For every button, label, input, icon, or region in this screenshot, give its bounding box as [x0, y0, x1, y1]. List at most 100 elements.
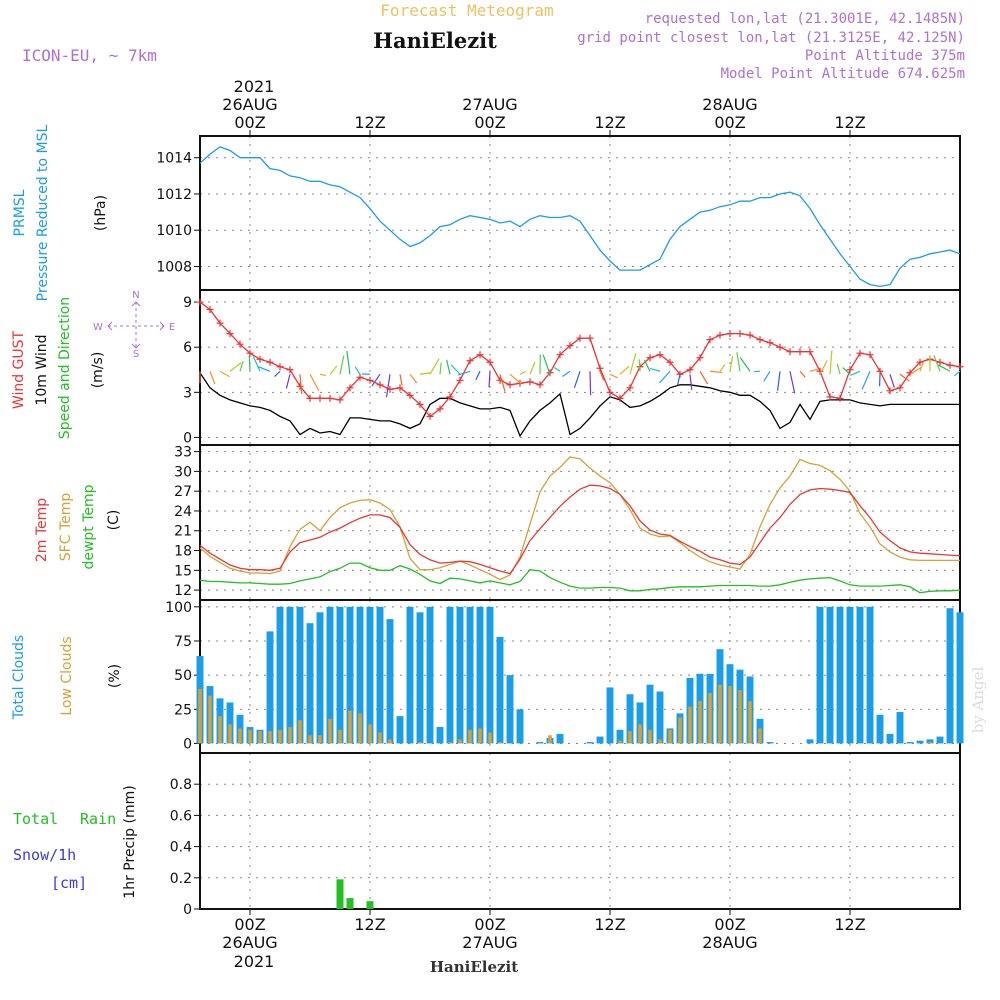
temp-labels: 2m Temp SFC Temp dewpt Temp (C): [34, 484, 122, 569]
gust-marker: [626, 384, 634, 392]
gust-marker: [376, 381, 384, 389]
compass-s-label: S: [133, 349, 139, 360]
panel-frame: [199, 289, 961, 446]
total-cloud-bar: [366, 606, 374, 744]
bottom-axis-time-label: 00Z: [714, 915, 745, 934]
gust-marker: [716, 331, 724, 339]
bottom-axis-date-label: 28AUG: [702, 933, 757, 952]
wind-direction-arrow: [799, 370, 806, 378]
top-axis-date-label: 27AUG: [462, 95, 517, 114]
wind-direction-arrow: [736, 352, 741, 372]
total-cloud-bar: [516, 709, 524, 744]
low-cloud-bar: [738, 690, 742, 744]
wind-direction-arrow: [475, 371, 481, 381]
low-cloud-bar: [368, 724, 372, 744]
gust-marker: [666, 358, 674, 366]
gust-marker: [736, 330, 744, 338]
panel-frame: [199, 444, 961, 601]
top-axis-time-label: 12Z: [834, 113, 865, 132]
gust-marker: [436, 405, 444, 413]
wind-direction-arrow: [354, 366, 361, 375]
low-cloud-bar: [418, 742, 422, 744]
gust-marker: [476, 351, 484, 359]
wind-direction-arrow: [239, 360, 244, 372]
low-cloud-bar: [308, 735, 312, 744]
point-altitude: Point Altitude 375m: [805, 48, 965, 64]
footer-station: HaniElezit: [430, 958, 518, 976]
wind-direction-arrow: [889, 374, 895, 388]
low-cloud-bar: [258, 731, 262, 744]
low-cloud-bar: [718, 684, 722, 744]
top-axis-date-label: 28AUG: [702, 95, 757, 114]
rain-bar: [366, 901, 374, 909]
wind-direction-arrow: [819, 360, 828, 375]
total-cloud-bar: [946, 608, 954, 744]
wind-direction-arrow: [629, 353, 637, 375]
wind-direction-arrow: [638, 359, 641, 372]
total-cloud-bar: [476, 606, 484, 744]
gust-marker: [526, 378, 534, 386]
bottom-axis-time-label: 12Z: [354, 915, 385, 934]
y-tick-label: 1014: [156, 151, 192, 167]
total-cloud-bar: [866, 606, 874, 744]
total-cloud-bar: [896, 712, 904, 744]
bottom-axis-date-label: 26AUG: [222, 933, 277, 952]
cloud-label-1: Total Clouds: [11, 635, 27, 720]
wind-direction-arrow: [319, 373, 327, 377]
total-cloud-bar: [886, 733, 894, 744]
gust-marker: [786, 348, 794, 356]
gust-marker: [276, 363, 284, 371]
compass-rose-icon: [107, 301, 165, 349]
chart-title: Forecast Meteogram: [380, 1, 553, 20]
gust-marker: [646, 354, 654, 362]
temp-label-1: 2m Temp: [34, 498, 50, 562]
closest-coords: grid point closest lon,lat (21.3125E, 42…: [577, 30, 965, 46]
wind-direction-arrow: [258, 366, 271, 372]
wind-direction-arrow: [809, 368, 819, 372]
wind-direction-arrow: [219, 370, 230, 378]
gust-marker: [226, 330, 234, 338]
wind-direction-arrow: [861, 371, 871, 390]
total-cloud-bar: [846, 606, 854, 744]
precip-label-snow: Snow/1h: [13, 846, 76, 864]
wind-gust-line: [199, 301, 961, 418]
wind-direction-arrow: [676, 374, 681, 386]
gust-marker: [206, 306, 214, 314]
gust-marker: [846, 366, 854, 374]
gust-marker: [706, 336, 714, 344]
wind-direction-arrow: [457, 370, 471, 376]
wind-direction-arrow: [409, 373, 418, 384]
bottom-axis-time-label: 12Z: [834, 915, 865, 934]
total-cloud-bar: [266, 631, 274, 744]
gust-marker: [756, 336, 764, 344]
low-cloud-bar: [638, 724, 642, 744]
wind-direction-arrow: [274, 370, 281, 377]
low-cloud-bar: [288, 727, 292, 744]
y-tick-label: 100: [165, 600, 192, 616]
bottom-axis-time-label: 12Z: [594, 915, 625, 934]
bottom-axis-time-label: 00Z: [234, 915, 265, 934]
low-cloud-bar: [268, 731, 272, 744]
total-cloud-bar: [556, 733, 564, 744]
wind-direction-arrow: [446, 359, 451, 375]
low-cloud-bar: [458, 739, 462, 744]
rain-bar: [346, 898, 354, 909]
gust-marker: [306, 394, 314, 402]
gust-marker: [336, 396, 344, 404]
gust-marker: [246, 349, 254, 357]
gust-marker: [566, 342, 574, 350]
low-cloud-bar: [748, 701, 752, 744]
low-cloud-bar: [648, 729, 652, 744]
wind-direction-arrow: [248, 355, 251, 372]
wind-direction-arrow: [689, 374, 693, 390]
gust-marker: [896, 384, 904, 392]
gust-marker: [456, 376, 464, 384]
y-tick-label: 0: [183, 430, 192, 446]
wind-direction-arrow: [299, 374, 303, 395]
low-cloud-bar: [248, 729, 252, 744]
wind-direction-arrow: [499, 374, 506, 392]
wind-direction-arrow: [836, 363, 841, 375]
low-cloud-bar: [348, 710, 352, 744]
precip-unit: 1hr Precip (mm): [122, 785, 138, 898]
gust-marker: [286, 366, 294, 374]
